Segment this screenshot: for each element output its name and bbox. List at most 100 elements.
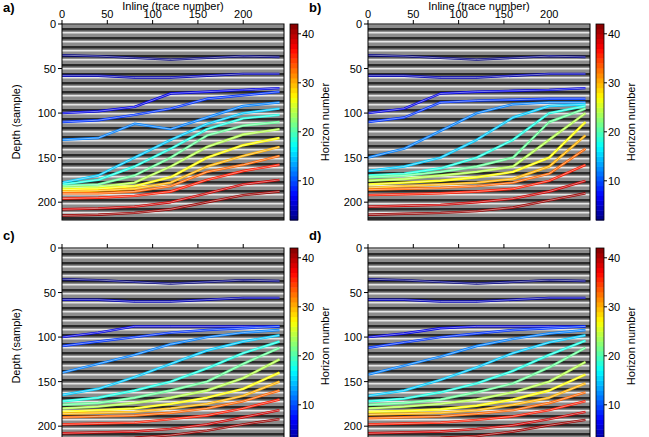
colorbar-segment [596,282,604,287]
colorbar-segment [290,336,298,341]
x-tick [549,20,550,24]
y-tick-label: 200 [38,196,56,208]
y-tick-label: 150 [38,376,56,388]
colorbar-segment [596,58,604,63]
colorbar-segment [596,127,604,132]
colorbar-segment [596,137,604,142]
colorbar-tick-label: 40 [608,252,620,264]
colorbar-tick-label: 20 [608,126,620,138]
y-tick [364,292,368,293]
colorbar-segment [290,200,298,205]
colorbar-segment [596,176,604,181]
colorbar-segment [596,429,604,434]
colorbar-segment [290,302,298,307]
horizon-line [368,181,586,207]
horizon-line-core [368,375,586,412]
colorbar-segment [596,24,604,29]
colorbar-segment [596,39,604,44]
colorbar-tick [604,131,607,132]
colorbar-segment [290,102,298,107]
colorbar-title: Horizon number [319,83,331,162]
colorbar-segment [596,380,604,385]
colorbar-segment [290,98,298,103]
y-tick-label: 0 [356,18,362,30]
colorbar-segment [596,200,604,205]
colorbar-segment [596,171,604,176]
x-tick [503,20,504,24]
colorbar-segment [290,375,298,380]
horizons [62,55,280,215]
horizon-line [368,74,586,78]
horizon-line [62,156,280,193]
panel: 050100150200050100150200Inline (trace nu… [309,0,637,221]
y-tick-label: 0 [50,242,56,254]
colorbar-segment [290,287,298,292]
horizon-line-core [62,74,280,78]
y-tick [58,157,62,158]
colorbar-title: Horizon number [625,307,637,386]
horizon-line-core [62,373,280,412]
colorbar-title: Horizon number [625,83,637,162]
colorbar-segment [596,122,604,127]
colorbar-segment [596,88,604,93]
colorbar-segment [290,53,298,58]
y-tick [364,248,368,249]
colorbar-segment [290,196,298,201]
x-tick [549,244,550,248]
y-tick [364,24,368,25]
colorbar-tick [298,131,301,132]
colorbar-segment [290,49,298,54]
x-tick [368,244,369,248]
y-tick-label: 100 [344,107,362,119]
x-tick [243,244,244,248]
colorbar-tick [298,257,301,258]
colorbar-segment [596,326,604,331]
colorbar-tick-label: 40 [302,252,314,264]
colorbar-segment [290,415,298,420]
colorbar-segment [596,268,604,273]
horizon-line-core [368,298,586,302]
colorbar-tick [298,355,301,356]
colorbar-segment [596,44,604,49]
seismic-background [62,248,284,437]
y-tick-label: 0 [50,18,56,30]
colorbar-segment [290,248,298,253]
horizon-line-core [62,382,280,414]
colorbar-segment [290,258,298,263]
colorbar-segment [596,117,604,122]
colorbar-segment [596,356,604,361]
colorbar-segment [290,137,298,142]
x-tick [152,20,153,24]
colorbar-segment [596,312,604,317]
horizon-line [368,55,586,59]
plot-frame [62,248,284,437]
horizon-line-core [368,401,586,424]
colorbar-segment [596,181,604,186]
colorbar-segment [596,151,604,156]
colorbar-segment [596,307,604,312]
x-tick [62,244,63,248]
colorbar-segment [290,181,298,186]
figure: 050100150200050100150200Inline (trace nu… [0,0,649,437]
y-axis-title: Depth (sample) [10,84,22,159]
horizon-line [62,400,280,425]
colorbar-segment [596,186,604,191]
colorbar-segment [290,39,298,44]
colorbar-tick [604,82,607,83]
colorbar-segment [596,341,604,346]
colorbar-tick-label: 20 [302,350,314,362]
colorbar-segment [596,361,604,366]
horizon-line [368,279,586,283]
colorbar-segment [290,331,298,336]
horizon-line-core [62,192,280,216]
y-axis-title: Depth (sample) [10,308,22,383]
colorbar-tick-label: 30 [608,301,620,313]
horizon-line [368,326,586,347]
colorbar-segment [290,210,298,215]
x-tick [413,244,414,248]
colorbar-segment [290,385,298,390]
colorbar-tick-label: 30 [608,77,620,89]
colorbar-segment [290,346,298,351]
plot-frame [368,248,590,437]
colorbar-segment [596,346,604,351]
